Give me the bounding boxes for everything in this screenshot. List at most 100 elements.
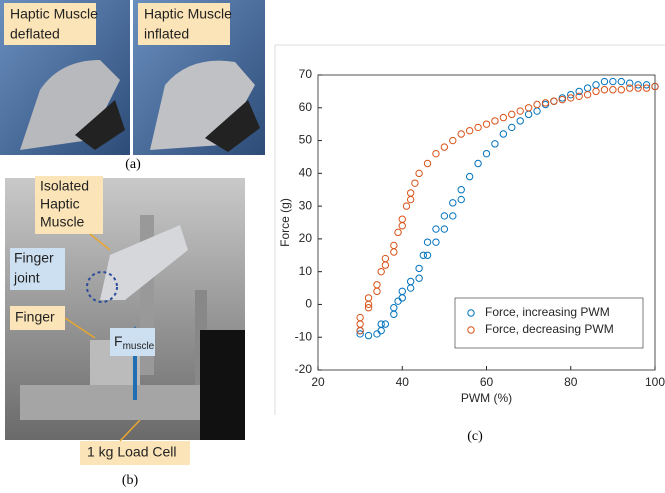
data-point	[609, 77, 617, 86]
data-point	[415, 169, 423, 178]
data-point	[474, 159, 482, 168]
label-box	[4, 3, 96, 45]
data-point	[398, 294, 406, 302]
data-point	[626, 79, 634, 87]
chart: -20 -10 0 10 20 30 40 50 60 70 20 40 60 80 100 PWM (%) F…	[278, 67, 665, 405]
finger-tip	[75, 100, 125, 150]
legend	[454, 297, 644, 349]
data-point	[575, 87, 583, 96]
photo-label: Finger	[14, 250, 54, 266]
legend-label: Force, decreasing PWM	[485, 322, 614, 336]
data-point	[402, 202, 411, 210]
data-point	[364, 331, 373, 340]
data-point	[411, 179, 419, 187]
data-point	[449, 212, 457, 220]
x-tick-label: 80	[564, 375, 578, 389]
data-point	[377, 267, 385, 276]
data-point	[381, 320, 390, 328]
caption: (b)	[122, 473, 139, 488]
y-tick-label: -20	[295, 362, 313, 376]
data-point	[364, 294, 373, 302]
data-point	[508, 110, 516, 119]
data-point	[651, 82, 659, 91]
legend-label: Force, increasing PWM	[485, 305, 610, 319]
photo-label: joint	[13, 270, 40, 286]
data-point	[491, 117, 499, 125]
label-box	[10, 248, 65, 290]
data-point	[499, 130, 508, 138]
data-point	[440, 212, 449, 220]
photo-label: 1 kg Load Cell	[87, 444, 177, 460]
data-point	[524, 104, 533, 112]
data-point	[423, 159, 432, 168]
data-point	[499, 113, 508, 122]
data-point	[381, 254, 390, 263]
y-tick-label: 60	[299, 100, 313, 114]
label-box	[35, 176, 103, 234]
x-tick-label: 40	[396, 375, 410, 389]
x-tick-label: 60	[480, 375, 494, 389]
data-point	[406, 189, 415, 197]
force-subscript: muscle	[123, 341, 155, 352]
data-point	[356, 313, 364, 322]
data-point	[642, 81, 651, 89]
data-point	[364, 304, 373, 312]
data-point	[567, 90, 575, 99]
muscle-shape	[100, 225, 188, 300]
data-point	[432, 238, 440, 246]
data-point	[600, 86, 609, 94]
y-tick-label: 30	[299, 198, 313, 212]
data-point	[390, 304, 398, 312]
legend-marker	[467, 326, 475, 334]
label-box	[10, 306, 65, 330]
photo-label: inflated	[144, 26, 189, 42]
photo-label: Haptic Muscle	[144, 6, 232, 22]
data-point	[398, 215, 406, 223]
data-point	[482, 120, 491, 128]
data-point	[575, 92, 583, 101]
caption: (c)	[467, 429, 483, 444]
data-point	[449, 136, 457, 145]
force-label: Fmuscle	[114, 333, 155, 352]
force-symbol: F	[114, 333, 123, 349]
data-point	[516, 117, 524, 125]
photo-label: Haptic	[40, 196, 80, 212]
legend-marker	[467, 309, 475, 317]
data-point	[390, 241, 398, 250]
data-point	[550, 97, 558, 105]
data-point	[377, 320, 385, 328]
data-point	[474, 123, 482, 132]
photo-label: Finger	[15, 309, 55, 325]
y-tick-label: 40	[299, 166, 313, 180]
data-point	[415, 274, 423, 282]
data-point	[567, 94, 575, 102]
data-point	[592, 87, 600, 96]
data-point	[432, 149, 440, 158]
data-point	[423, 251, 432, 259]
x-tick-label: 20	[311, 375, 325, 389]
data-point	[423, 238, 432, 246]
data-point	[626, 84, 634, 92]
pointer	[119, 419, 141, 442]
data-point	[634, 84, 642, 92]
data-point	[634, 81, 642, 89]
y-tick-label: 50	[299, 133, 313, 147]
y-tick-label: 10	[299, 264, 313, 278]
data-point	[533, 100, 541, 109]
data-point	[465, 172, 474, 181]
data-point	[373, 281, 381, 289]
data-point	[440, 225, 449, 233]
data-point	[600, 77, 609, 86]
data-point	[541, 99, 550, 107]
y-tick-label: 20	[299, 231, 313, 245]
data-point	[449, 199, 457, 207]
data-point	[457, 186, 465, 194]
photo-label: Isolated	[40, 178, 89, 194]
data-point	[491, 140, 499, 148]
label-box	[110, 328, 155, 356]
y-tick-label: 70	[299, 67, 313, 81]
data-point	[394, 228, 402, 237]
data-point	[440, 143, 449, 151]
pointer	[89, 233, 111, 251]
